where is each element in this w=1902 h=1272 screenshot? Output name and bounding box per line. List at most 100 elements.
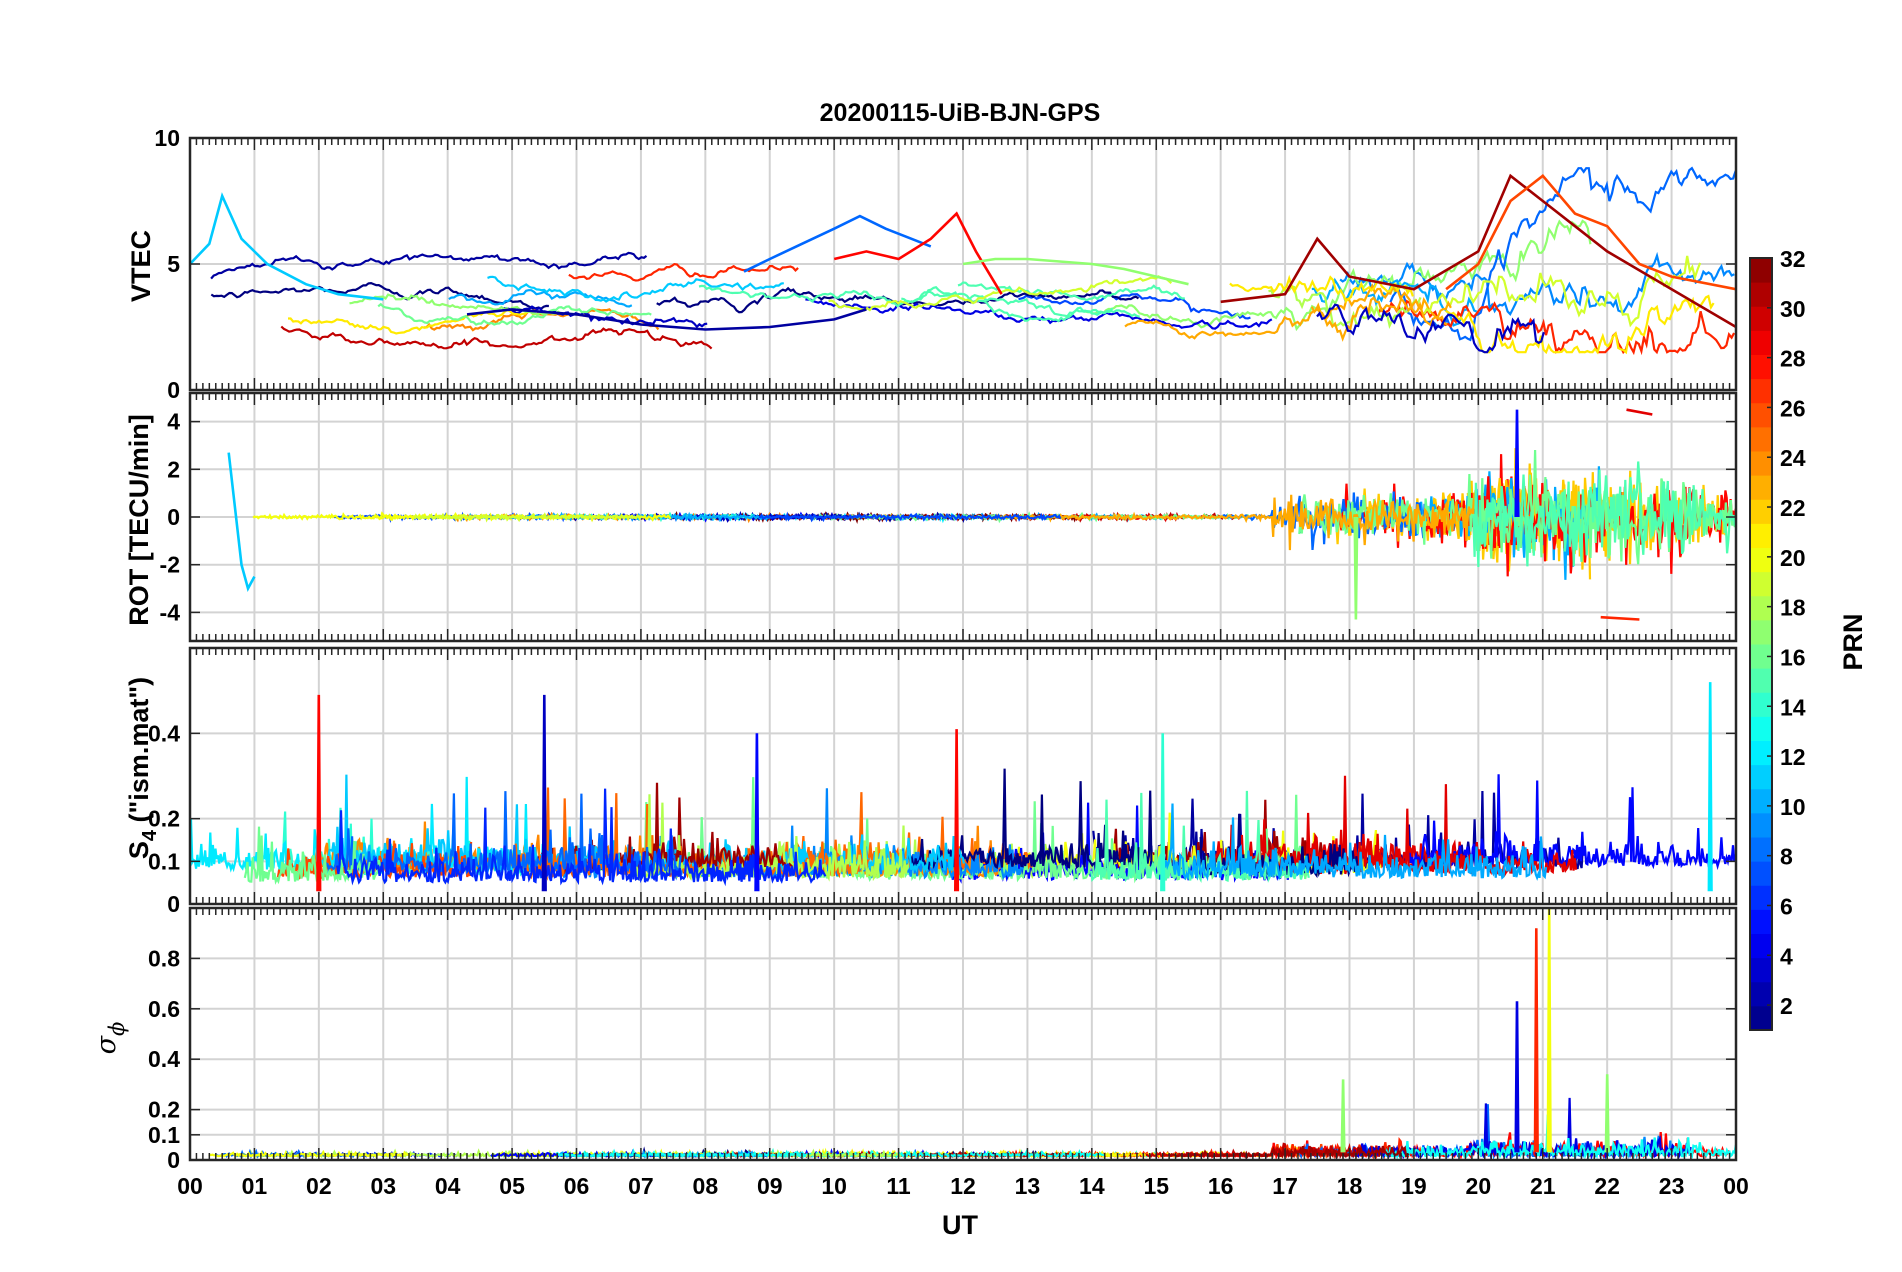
rot-ylabel: ROT [TECU/min] — [124, 414, 154, 625]
colorbar-tick-label: 2 — [1780, 993, 1793, 1019]
x-axis-label: UT — [942, 1210, 978, 1240]
series-line-prn-17 — [1604, 1074, 1610, 1153]
colorbar-tick-label: 18 — [1780, 595, 1806, 621]
y-tick-label: 2 — [167, 456, 180, 482]
tick-marks — [189, 393, 1737, 641]
series-group — [210, 166, 1736, 356]
series-line-prn — [568, 262, 799, 282]
colorbar-tick-label: 24 — [1780, 445, 1806, 471]
vtec-ylabel: VTEC — [126, 230, 156, 302]
series-group — [252, 448, 1736, 580]
series-line-prn — [1085, 219, 1592, 332]
colorbar-segment — [1750, 499, 1772, 524]
y-tick-label: 0.4 — [148, 1046, 180, 1072]
series-line-prn — [1229, 274, 1414, 304]
x-tick-label: 03 — [370, 1173, 396, 1199]
colorbar-tick-label: 4 — [1780, 943, 1793, 969]
x-tick-label: 06 — [564, 1173, 590, 1199]
series-line-prn — [210, 281, 549, 310]
colorbar-segment — [1750, 957, 1772, 983]
colorbar-segment — [1750, 740, 1772, 766]
series-line-prn-12 — [1707, 682, 1713, 892]
x-tick-label: 12 — [950, 1173, 976, 1199]
colorbar-tick-label: 16 — [1780, 644, 1806, 670]
colorbar-tick-label: 12 — [1780, 744, 1806, 770]
series-line-prn — [1472, 461, 1736, 568]
x-tick-label: 20 — [1466, 1173, 1492, 1199]
y-tick-label: 0.6 — [148, 996, 180, 1022]
colorbar-tick-label: 14 — [1780, 694, 1806, 720]
y-tick-label: 0.8 — [148, 945, 180, 971]
colorbar-segment — [1750, 354, 1772, 380]
vtec-panel: 0 5 10 — [154, 125, 1738, 403]
y-tick-label: 0 — [167, 891, 180, 917]
series-line-prn — [1353, 1097, 1692, 1160]
x-tick-label: 08 — [693, 1173, 719, 1199]
tick-marks — [189, 648, 1737, 904]
series-line-prn-28 — [954, 729, 960, 892]
colorbar-segment — [1750, 812, 1772, 838]
y-tick-label: 0.1 — [148, 1122, 180, 1148]
series-line-prn — [377, 302, 652, 326]
y-tick-label: 0 — [167, 504, 180, 530]
series-line-prn-11 — [227, 452, 256, 592]
x-tick-label: 16 — [1208, 1173, 1234, 1199]
series-line-prn-14 — [1160, 733, 1166, 892]
series-line-prn-28 — [833, 211, 1003, 295]
x-tick-label: 05 — [499, 1173, 525, 1199]
grid — [189, 908, 1737, 1161]
series-line-prn — [487, 275, 784, 303]
series-line-prn-26 — [1445, 174, 1736, 291]
colorbar-segment — [1750, 837, 1772, 862]
colorbar-segment — [1750, 619, 1772, 645]
series-line-prn — [1384, 1114, 1736, 1160]
x-tick-label: 19 — [1401, 1173, 1427, 1199]
x-tick-label: 13 — [1015, 1173, 1041, 1199]
y-tick-label: 4 — [167, 409, 180, 435]
colorbar-segment — [1750, 981, 1772, 1007]
series-line-prn-4 — [1514, 1001, 1520, 1153]
series-line-prn-17 — [962, 257, 1189, 286]
series-line-prn — [1310, 291, 1452, 342]
y-tick-label: 0.4 — [148, 720, 180, 746]
series-line-prn-20 — [1546, 908, 1552, 1153]
colorbar-segment — [1750, 933, 1772, 959]
series-line-prn-11 — [190, 192, 384, 301]
x-tick-label: 02 — [306, 1173, 332, 1199]
colorbar-segment — [1750, 475, 1772, 500]
x-tick-label: 15 — [1143, 1173, 1169, 1199]
x-tick-label: 01 — [242, 1173, 268, 1199]
series-line-prn-5 — [754, 733, 760, 892]
colorbar-frame — [1749, 257, 1773, 1031]
colorbar-segment — [1750, 306, 1772, 331]
series-line-prn-29 — [1626, 408, 1653, 416]
y-tick-label: 5 — [167, 251, 180, 277]
series-line-prn — [448, 289, 633, 308]
colorbar-segment — [1750, 282, 1772, 307]
series-line-prn — [1445, 294, 1715, 355]
colorbar-tick-label: 8 — [1780, 844, 1793, 870]
colorbar-segment — [1750, 571, 1772, 597]
series-line-prn — [1018, 293, 1251, 320]
colorbar-segment — [1750, 692, 1772, 717]
series-line-prn-28 — [316, 694, 322, 892]
series-line-prn — [805, 298, 1273, 330]
x-tick-label: 21 — [1530, 1173, 1556, 1199]
series-line-prn — [208, 1149, 412, 1159]
series-line-prn-17 — [1340, 1079, 1346, 1153]
series-line-prn — [1421, 255, 1702, 328]
x-tick-label: 23 — [1659, 1173, 1685, 1199]
colorbar-segment — [1750, 451, 1772, 476]
series-line-prn — [1124, 283, 1448, 340]
series-line-prn — [336, 788, 827, 887]
series-group — [190, 768, 1736, 887]
s4-ylabel: S4 ("ism.mat") — [124, 677, 161, 859]
colorbar-tick-label: 28 — [1780, 346, 1806, 372]
series-line-prn-31 — [1220, 173, 1736, 329]
x-tick-label: 17 — [1272, 1173, 1298, 1199]
y-tick-label: 0 — [167, 377, 180, 403]
x-tick-label: 11 — [886, 1173, 911, 1199]
series-line-prn — [901, 290, 1114, 323]
series-line-prn — [1389, 166, 1736, 342]
